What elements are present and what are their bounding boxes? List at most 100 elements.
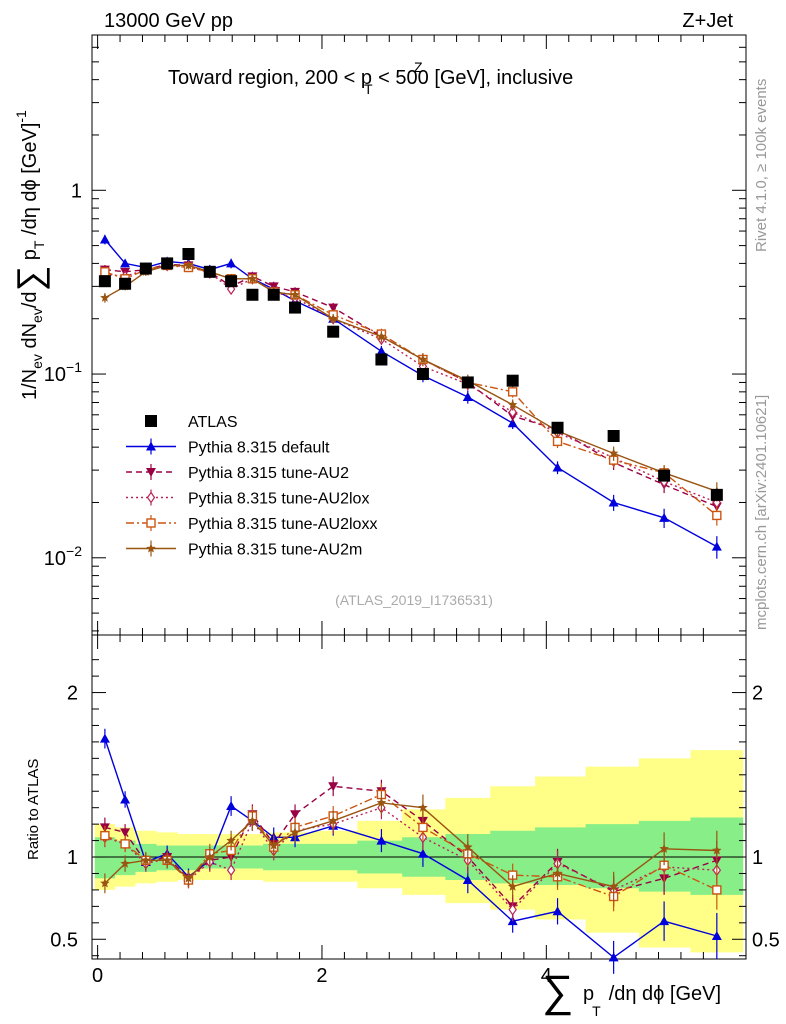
x-tick-label: 2 (316, 965, 327, 987)
series-line-main (104, 264, 718, 492)
data-point-ratio (100, 830, 110, 841)
legend-label: Pythia 8.315 tune-AU2m (188, 542, 362, 559)
data-point-ratio (99, 733, 110, 743)
x-axis-label: ∑ p T/dη dϕ [GeV] (542, 967, 721, 1019)
ratio-y-tick-label-right: 2 (752, 683, 763, 705)
data-point-ratio (290, 827, 300, 837)
data-point-ratio (659, 916, 670, 926)
ratio-uncertainty-bands (92, 750, 746, 953)
data-point-ratio (508, 903, 517, 916)
legend-marker (146, 441, 156, 451)
data-point-main (658, 469, 671, 482)
data-point-main (100, 292, 110, 302)
data-point-main (267, 288, 280, 301)
data-point-ratio (100, 878, 110, 888)
data-point-ratio (205, 852, 215, 862)
data-point-main (247, 273, 258, 283)
svg-text:1/Nev dNev/d∑ pT /dη dϕ [GeV]: 1/Nev dNev/d∑ pT /dη dϕ [GeV]-1 (9, 110, 50, 400)
data-point-main (161, 257, 174, 270)
data-point-main (711, 541, 722, 551)
data-point-main (507, 399, 518, 409)
y-tick-label: 10−1 (44, 359, 82, 386)
data-point-main (182, 248, 195, 261)
legend-marker (145, 415, 157, 427)
plot-title-sup: Z (414, 59, 423, 75)
data-point-main (225, 275, 238, 288)
data-point-ratio (120, 858, 130, 868)
data-point-main (289, 301, 302, 314)
data-point-main (608, 448, 619, 458)
data-point-ratio (141, 855, 151, 865)
data-point-main (376, 331, 387, 341)
data-point-ratio (226, 801, 237, 811)
data-point-ratio (659, 843, 669, 853)
data-point-main (203, 265, 216, 278)
plot-title-main: Toward region, 200 < p (168, 67, 372, 89)
data-point-ratio (507, 881, 518, 891)
x-axis-label-sub: T (592, 1003, 601, 1019)
ratio-y-tick-label: 1 (67, 847, 78, 869)
legend-item-pythia-8-315-tune-au2loxx: Pythia 8.315 tune-AU2loxx (126, 515, 377, 533)
y-axis-label-main: 1/Nev dNev/d∑ pT /dη dϕ [GeV]-1 (9, 110, 50, 400)
data-point-main (119, 277, 132, 290)
y-axis-label-ratio: Ratio to ATLAS (25, 759, 42, 860)
collision-energy-label: 13000 GeV pp (104, 10, 233, 32)
ratio-y-tick-label: 2 (67, 683, 78, 705)
data-point-ratio (462, 875, 473, 885)
data-point-main (712, 510, 722, 521)
data-point-main (416, 368, 429, 381)
legend: ATLAS Pythia 8.315 default Pythia 8.315 tu… (126, 414, 377, 559)
legend-item-atlas: ATLAS (145, 414, 238, 431)
ratio-plot-frame (91, 634, 747, 960)
data-point-main (507, 387, 518, 397)
legend-item-pythia-8-315-tune-au2: Pythia 8.315 tune-AU2 (126, 464, 349, 482)
x-axis-label-text: p (583, 983, 594, 1005)
data-point-ratio (226, 835, 236, 845)
legend-label: Pythia 8.315 tune-AU2 (188, 465, 349, 482)
ratio-y-tick-label-right: 1 (752, 847, 763, 869)
data-point-ratio (269, 840, 279, 850)
data-point-ratio (608, 881, 619, 891)
data-point-ratio (711, 930, 722, 940)
data-point-main (551, 421, 564, 434)
data-point-main (418, 354, 428, 364)
legend-label: ATLAS (188, 414, 238, 431)
data-point-ratio (552, 868, 563, 878)
legend-item-pythia-8-315-tune-au2m: Pythia 8.315 tune-AU2m (126, 540, 362, 559)
data-point-main (226, 258, 237, 268)
x-tick-label: 4 (541, 965, 552, 987)
data-point-main (507, 418, 518, 428)
data-point-main (506, 374, 519, 387)
data-point-ratio (328, 782, 339, 792)
legend-label: Pythia 8.315 tune-AU2loxx (188, 516, 377, 533)
data-point-main (99, 234, 110, 244)
plot-title: Toward region, 200 < pT < 500 [GeV], inc… (168, 67, 573, 97)
data-point-main (508, 406, 517, 419)
x-tick-label: 0 (92, 965, 103, 987)
data-point-ratio (417, 848, 428, 858)
x-axis-sum-symbol: ∑ (542, 967, 573, 1016)
data-point-ratio (552, 906, 563, 916)
data-point-main (139, 262, 152, 275)
plot-title-sub: T (364, 81, 373, 97)
ratio-y-tick-label: 0.5 (50, 929, 78, 951)
legend-label: Pythia 8.315 default (188, 440, 330, 457)
data-point-main (327, 325, 340, 338)
data-point-ratio (290, 810, 301, 820)
series-atlas (98, 248, 723, 501)
data-point-ratio (247, 815, 258, 825)
data-point-main (328, 303, 339, 313)
rivet-version-label: Rivet 4.1.0, ≥ 100k events (753, 79, 770, 252)
ratio-y-tick-label-right: 0.5 (752, 929, 780, 951)
legend-marker (146, 491, 156, 504)
data-point-ratio (183, 873, 194, 883)
y-axis-label-text: 1/N (19, 369, 41, 400)
data-point-ratio (226, 864, 236, 877)
process-label: Z+Jet (682, 10, 733, 32)
mcplots-label: mcplots.cern.ch [arXiv:2401.10621] (753, 395, 770, 630)
data-point-main (183, 260, 194, 270)
data-point-main (552, 436, 563, 447)
data-point-main (246, 288, 259, 301)
data-point-main (462, 391, 473, 401)
